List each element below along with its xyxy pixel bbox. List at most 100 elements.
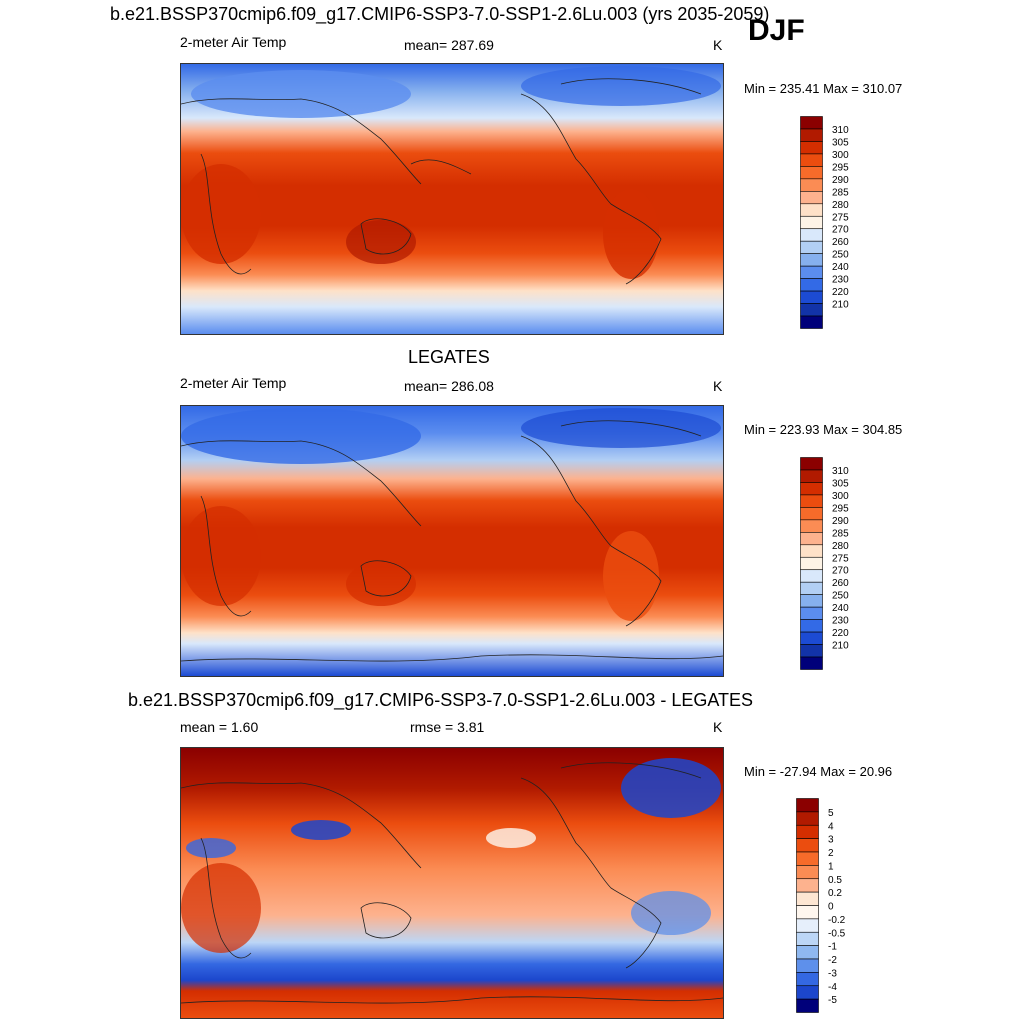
panel1-colorbar-swatch-13 (800, 278, 823, 292)
panel1-colorbar-swatch-2 (800, 141, 823, 155)
panel1-colorbar: 310 305 300 295 290 285 280 275 270 260 250 240 230 2… (800, 116, 860, 330)
panel1-colorbar-label-9: 260 (832, 237, 849, 248)
panel1-colorbar-swatch-3 (800, 153, 823, 167)
panel3-colorbar-label-14: -5 (828, 995, 837, 1006)
panel3-colorbar-swatch-9 (796, 918, 819, 933)
panel1-colorbar-label-7: 275 (832, 212, 849, 223)
panel2-colorbar-swatch-12 (800, 606, 823, 620)
panel3-colorbar-swatch-2 (796, 824, 819, 839)
panel2-colorbar-label-13: 220 (832, 628, 849, 639)
panel1-colorbar-label-2: 300 (832, 150, 849, 161)
panel3-pacific-cool (486, 828, 536, 848)
panel3-colorbar-label-5: 0.5 (828, 875, 842, 886)
panel3-colorbar-label-7: 0 (828, 902, 834, 913)
panel2-units-label: K (713, 378, 723, 394)
panel3-map (180, 747, 724, 1019)
panel2-colorbar-swatch-8 (800, 556, 823, 571)
panel1-colorbar-label-8: 270 (832, 225, 849, 236)
panel2-colorbar-swatch-3 (800, 494, 823, 508)
panel3-na-cold (621, 758, 721, 818)
panel3-africa-warm (181, 863, 261, 953)
panel3-colorbar-swatch-12 (796, 958, 819, 973)
panel1-colorbar-label-3: 295 (832, 162, 849, 173)
panel2-minmax: Min = 223.93 Max = 304.85 (744, 422, 903, 437)
panel1-sa-warm (603, 189, 659, 279)
panel1-coastlines (181, 78, 702, 285)
panel3-colorbar-label-10: -1 (828, 942, 837, 953)
panel1-australia-warm (346, 220, 416, 264)
panel3-minmax: Min = -27.94 Max = 20.96 (744, 764, 893, 779)
panel3-colorbar-swatch-5 (796, 865, 819, 880)
panel2-colorbar-swatch-13 (800, 619, 823, 633)
panel2-africa-warm (181, 506, 261, 606)
panel1-colorbar-label-1: 305 (832, 137, 849, 148)
panel2-colorbar-label-7: 275 (832, 553, 849, 564)
panel2-colorbar-label-10: 250 (832, 591, 849, 602)
panel3-colorbar-label-11: -2 (828, 955, 837, 966)
panel1-title: b.e21.BSSP370cmip6.f09_g17.CMIP6-SSP3-7.… (110, 4, 770, 24)
panel1-colorbar-swatch-1 (800, 128, 823, 142)
panel2-colorbar-swatch-1 (800, 469, 823, 483)
panel1-mean-label: mean= 287.69 (404, 37, 494, 53)
panel3-colorbar-label-1: 4 (828, 821, 834, 832)
panel2-asia-cold (181, 408, 421, 464)
panel2-coastlines (181, 420, 723, 662)
panel1-na-cold (521, 66, 721, 106)
panel1-colorbar-swatch-8 (800, 215, 823, 230)
panel3-colorbar-swatch-4 (796, 851, 819, 866)
panel3-coastlines (181, 762, 723, 1004)
panel1-units-label: K (713, 37, 723, 53)
panel2-sa-warm (603, 531, 659, 621)
panel1-africa-warm (181, 164, 261, 264)
panel2-colorbar-swatch-9 (800, 569, 823, 583)
panel3-units-label: K (713, 719, 723, 735)
panel2-mean-label: mean= 286.08 (404, 378, 494, 394)
panel3-atlantic-cold (631, 891, 711, 935)
panel1-colorbar-swatch-10 (800, 240, 823, 254)
panel3-rmse-label: rmse = 3.81 (410, 719, 485, 735)
panel3-colorbar-swatch-3 (796, 838, 819, 853)
panel2-colorbar-swatch-10 (800, 581, 823, 595)
panel2-colorbar-swatch-6 (800, 532, 823, 546)
panel2-map-svg (181, 406, 723, 676)
panel2-title: LEGATES (408, 347, 490, 367)
panel3-title: b.e21.BSSP370cmip6.f09_g17.CMIP6-SSP3-7.… (128, 690, 754, 710)
panel1-colorbar-swatch-12 (800, 265, 823, 279)
panel3-colorbar-swatch-15 (796, 998, 819, 1013)
panel3-colorbar-swatch-1 (796, 811, 819, 826)
panel1-colorbar-label-13: 220 (832, 287, 849, 298)
panel2-colorbar-label-0: 310 (832, 466, 849, 477)
panel1-map (180, 63, 724, 335)
panel1-asia-cold (191, 70, 411, 118)
panel2-colorbar-label-6: 280 (832, 541, 849, 552)
panel1-minmax: Min = 235.41 Max = 310.07 (744, 81, 903, 96)
panel2-colorbar-swatch-0 (800, 457, 823, 471)
panel1-colorbar-label-4: 290 (832, 175, 849, 186)
panel2-colorbar-label-9: 260 (832, 578, 849, 589)
panel2-colorbar-label-5: 285 (832, 528, 849, 539)
panel1-colorbar-swatch-6 (800, 191, 823, 205)
season-label: DJF (748, 14, 805, 47)
panel1-colorbar-label-14: 210 (832, 300, 849, 311)
panel1-colorbar-label-0: 310 (832, 125, 849, 136)
panel1-colorbar-swatch-7 (800, 203, 823, 217)
panel2-colorbar-label-4: 290 (832, 516, 849, 527)
panel1-colorbar-label-6: 280 (832, 200, 849, 211)
panel3-colorbar-swatch-0 (796, 798, 819, 813)
panel1-variable-label: 2-meter Air Temp (180, 34, 287, 50)
panel2-colorbar-swatch-7 (800, 544, 823, 558)
panel3-colorbar-label-3: 2 (828, 848, 834, 859)
panel3-europe-cold (186, 838, 236, 858)
panel2-colorbar-svg: 3103053002952902852802752702602502402302… (800, 457, 849, 670)
panel3-colorbar-label-2: 3 (828, 835, 834, 846)
panel1-colorbar-swatch-11 (800, 253, 823, 267)
panel3-colorbar-swatch-13 (796, 972, 819, 987)
panel1-colorbar-swatch-14 (800, 290, 823, 304)
panel2-colorbar-swatch-15 (800, 644, 823, 658)
panel3-colorbar-swatch-7 (796, 891, 819, 906)
panel2-map (180, 405, 724, 677)
panel3-colorbar-swatch-6 (796, 878, 819, 893)
panel1-colorbar-svg: 3103053002952902852802752702602502402302… (800, 116, 849, 329)
panel1-colorbar-swatch-9 (800, 228, 823, 242)
panel2-colorbar-swatch-14 (800, 631, 823, 645)
